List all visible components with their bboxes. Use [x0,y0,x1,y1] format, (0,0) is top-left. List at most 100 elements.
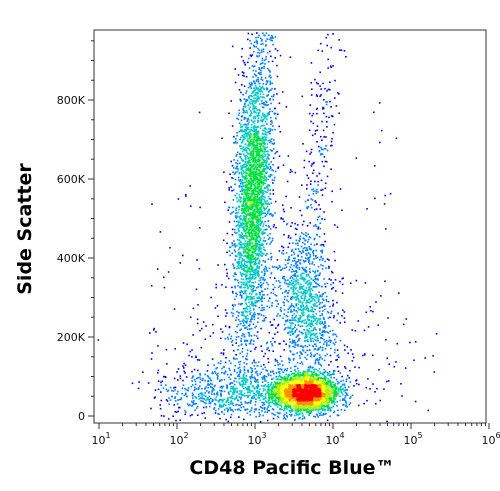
event-dot [242,109,245,111]
event-dot [246,369,249,372]
event-dot [304,200,307,203]
event-dot [319,328,321,330]
event-dot [264,155,266,158]
event-dot [241,343,243,345]
event-dot [252,76,254,78]
event-dot [263,198,265,201]
event-dot [271,386,274,388]
event-dot [317,411,320,413]
event-dot [259,165,262,167]
event-dot [292,293,295,295]
event-dot [288,307,291,309]
event-dot [326,406,329,409]
event-dot [258,221,260,223]
event-dot [264,389,266,391]
event-dot [233,383,236,386]
event-dot [246,252,248,255]
event-dot [245,307,248,309]
event-dot [240,406,242,409]
event-dot [322,414,325,416]
event-dot [197,386,200,389]
event-dot [245,408,248,411]
event-dot [199,392,202,395]
event-dot [255,46,257,48]
event-dot [243,383,246,386]
event-dot [195,388,198,390]
event-dot [232,315,234,317]
event-dot [154,389,157,391]
event-dot [318,348,320,351]
event-dot [249,389,251,392]
event-dot [300,361,303,363]
event-dot [257,283,260,285]
event-dot [329,408,331,410]
event-dot [248,248,250,251]
event-dot [281,292,284,294]
event-dot [286,367,289,370]
event-dot [319,412,321,415]
event-dot [303,417,306,419]
event-dot [232,387,234,390]
event-dot [310,198,313,200]
event-dot [305,292,308,295]
event-dot [287,308,290,311]
event-dot [255,188,257,190]
event-dot [312,252,315,255]
event-dot [249,280,251,283]
event-dot [246,168,248,170]
event-dot [280,306,282,309]
event-dot [322,264,324,267]
event-dot [349,397,351,400]
event-dot [256,159,259,161]
event-dot [251,273,253,276]
event-dot [277,412,280,415]
event-dot [247,86,250,89]
event-dot [199,374,202,376]
event-dot [253,127,255,130]
event-dot [274,212,276,214]
event-dot [383,203,386,205]
event-dot [273,113,276,115]
event-dot [240,209,243,212]
event-dot [253,396,256,399]
event-dot [263,397,266,400]
event-dot [272,148,275,150]
event-dot [256,96,259,98]
event-dot [292,333,295,335]
event-dot [253,141,255,144]
event-dot [329,100,331,103]
event-dot [332,411,335,414]
event-dot [265,401,268,404]
event-dot [248,238,250,241]
event-dot [261,381,264,383]
event-dot [316,413,318,416]
event-dot [296,267,299,269]
event-dot [306,345,309,348]
event-dot [220,385,223,388]
event-dot [355,379,358,381]
event-dot [260,178,262,181]
event-dot [231,397,234,400]
event-dot [265,80,268,82]
event-dot [316,349,319,351]
event-dot [319,272,321,275]
event-dot [253,65,256,67]
event-dot [257,240,260,243]
event-dot [203,398,206,400]
event-dot [327,88,330,91]
event-dot [194,380,197,383]
event-dot [326,121,328,123]
event-dot [259,159,261,161]
event-dot [321,306,323,309]
event-dot [255,325,258,328]
event-dot [256,121,259,123]
event-dot [182,342,185,344]
event-dot [317,300,320,302]
event-dot [299,325,302,328]
event-dot [195,397,198,399]
event-dot [243,319,246,322]
event-dot [250,258,253,260]
event-dot [234,397,236,399]
event-dot [268,203,270,206]
event-dot [201,393,204,396]
